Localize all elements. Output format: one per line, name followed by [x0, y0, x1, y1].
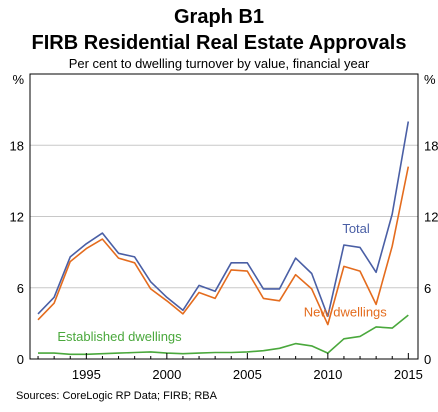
label-layer: Total New dwellings Established dwellings [57, 221, 387, 344]
y-unit-right: % [424, 72, 436, 87]
plot-frame [29, 73, 419, 360]
series-label-total: Total [342, 221, 370, 236]
series-label-new: New dwellings [304, 304, 388, 319]
series-layer [37, 121, 410, 356]
y-tick-label-left: 18 [10, 138, 24, 153]
series-label-established: Established dwellings [57, 329, 182, 344]
y-tick-label-left: 6 [17, 281, 24, 296]
x-tick-label: 1995 [72, 367, 101, 382]
y-tick-label-left: 0 [17, 352, 24, 367]
series-line-total [37, 121, 410, 318]
y-tick-label-right: 18 [424, 138, 438, 153]
x-tick-label: 2000 [152, 367, 181, 382]
axis-layer: 0 0 6 6 12 12 18 18% % 1995 2000 2005 2010 2015 [10, 72, 438, 382]
grid-layer [30, 144, 418, 289]
chart-description: Per cent to dwelling turnover by value, … [68, 56, 370, 71]
y-tick-label-right: 6 [424, 281, 431, 296]
x-tick-label: 2010 [313, 367, 342, 382]
chart-title: Graph B1 [173, 6, 265, 28]
series-line-established [38, 314, 409, 356]
y-tick-label-right: 0 [424, 352, 431, 367]
chart-subtitle: FIRB Residential Real Estate Approvals [31, 32, 407, 54]
y-tick-label-right: 12 [424, 210, 438, 225]
x-tick-label: 2005 [233, 367, 262, 382]
source-note: Sources: CoreLogic RP Data; FIRB; RBA [16, 390, 217, 402]
y-tick-label-left: 12 [10, 210, 24, 225]
series-line-new [37, 166, 410, 326]
y-unit-left: % [12, 72, 24, 87]
x-tick-label: 2015 [394, 367, 423, 382]
